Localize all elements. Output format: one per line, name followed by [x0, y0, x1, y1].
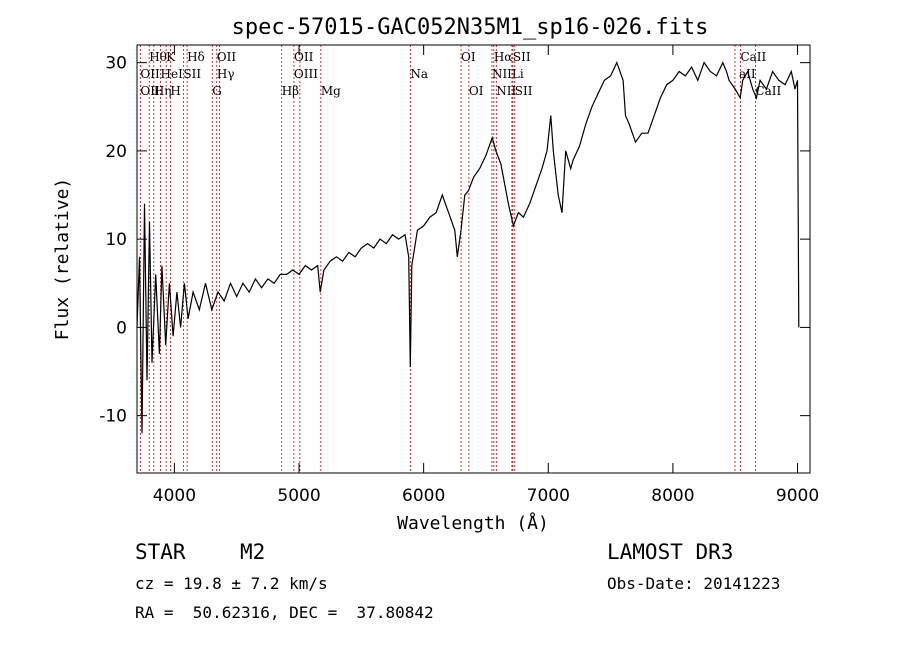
x-tick-label: 8000 — [651, 486, 694, 506]
marker-label: Hβ — [282, 84, 299, 98]
marker-label: NII — [492, 67, 512, 81]
marker-label: OII — [294, 50, 314, 64]
y-tick-label: 0 — [116, 318, 127, 338]
marker-label: NII — [496, 84, 516, 98]
marker-label: Li — [512, 67, 524, 81]
survey-name: LAMOST DR3 — [607, 540, 734, 564]
marker-label: G — [212, 84, 222, 98]
x-tick-label: 7000 — [527, 486, 570, 506]
marker-lines — [139, 45, 756, 473]
marker-label: SII — [183, 67, 201, 81]
marker-label: CaII — [740, 50, 766, 64]
marker-label: Hη — [154, 84, 172, 98]
marker-label: Hα — [494, 50, 513, 64]
y-tick-label: 20 — [105, 142, 127, 162]
marker-label: OII — [140, 84, 160, 98]
marker-label: OII — [217, 50, 237, 64]
x-tick-label: 9000 — [776, 486, 819, 506]
chart-title: spec-57015-GAC052N35M1_sp16-026.fits — [232, 15, 709, 40]
marker-label: SII — [513, 50, 531, 64]
marker-label: Na — [410, 67, 428, 81]
spectrum-line — [136, 61, 800, 434]
marker-label: OII — [140, 67, 160, 81]
marker-label: CaII — [755, 84, 781, 98]
marker-label: Hδ — [187, 50, 205, 64]
object-subclass: M2 — [240, 540, 266, 564]
marker-label: SII — [515, 84, 533, 98]
marker-label: HeI — [161, 67, 184, 81]
marker-label: Mg — [321, 84, 341, 98]
x-tick-label: 6000 — [402, 486, 445, 506]
marker-label: K — [166, 50, 176, 64]
marker-label: OI — [469, 84, 484, 98]
marker-label: OIII — [294, 67, 318, 81]
marker-label: aII — [739, 67, 756, 81]
y-tick-label: -10 — [99, 407, 127, 427]
y-axis-label: Flux (relative) — [52, 178, 73, 341]
axis-ticks: 4000 5000 6000 7000 8000 9000 -10 0 10 20 30 — [99, 45, 819, 506]
plot-frame — [136, 44, 811, 474]
object-type: STAR — [135, 540, 186, 564]
x-tick-label: 4000 — [153, 486, 196, 506]
marker-label: OI — [461, 50, 476, 64]
marker-label: Hθ — [149, 50, 167, 64]
y-tick-label: 30 — [105, 54, 127, 74]
observation-date: Obs-Date: 20141223 — [607, 574, 781, 593]
x-axis-label: Wavelength (Å) — [397, 512, 549, 534]
y-tick-label: 10 — [105, 230, 127, 250]
coordinates: RA = 50.62316, DEC = 37.80842 — [135, 603, 434, 622]
marker-label: H — [170, 84, 180, 98]
x-tick-label: 5000 — [277, 486, 320, 506]
redshift-cz: cz = 19.8 ± 7.2 km/s — [135, 574, 328, 593]
marker-label: Hγ — [217, 67, 235, 81]
